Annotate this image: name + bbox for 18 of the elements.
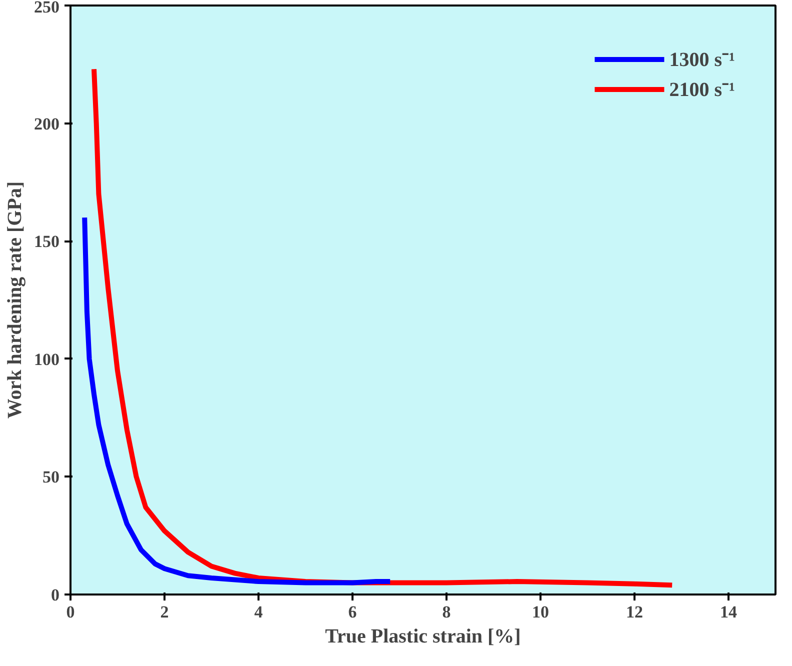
x-tick-label: 10 (532, 602, 549, 622)
x-tick-label: 6 (348, 602, 357, 622)
x-tick-label: 2 (160, 602, 169, 622)
x-tick-label: 12 (626, 602, 643, 622)
legend-label: 1300 s⁻¹ (669, 48, 735, 72)
x-tick-label: 14 (720, 602, 738, 622)
y-tick-label: 150 (34, 232, 60, 252)
y-axis-title: Work hardening rate [GPa] (4, 181, 26, 419)
x-axis-title: True Plastic strain [%] (325, 626, 521, 648)
x-tick-label: 0 (66, 602, 75, 622)
y-tick-label: 200 (34, 114, 60, 134)
y-tick-label: 250 (34, 0, 60, 16)
y-tick-label: 0 (51, 586, 60, 604)
x-tick-label: 8 (442, 602, 451, 622)
x-tick-label: 4 (254, 602, 264, 622)
y-tick-label: 50 (42, 468, 60, 487)
y-tick-label: 100 (34, 350, 60, 369)
legend-label: 2100 s⁻¹ (669, 78, 735, 102)
